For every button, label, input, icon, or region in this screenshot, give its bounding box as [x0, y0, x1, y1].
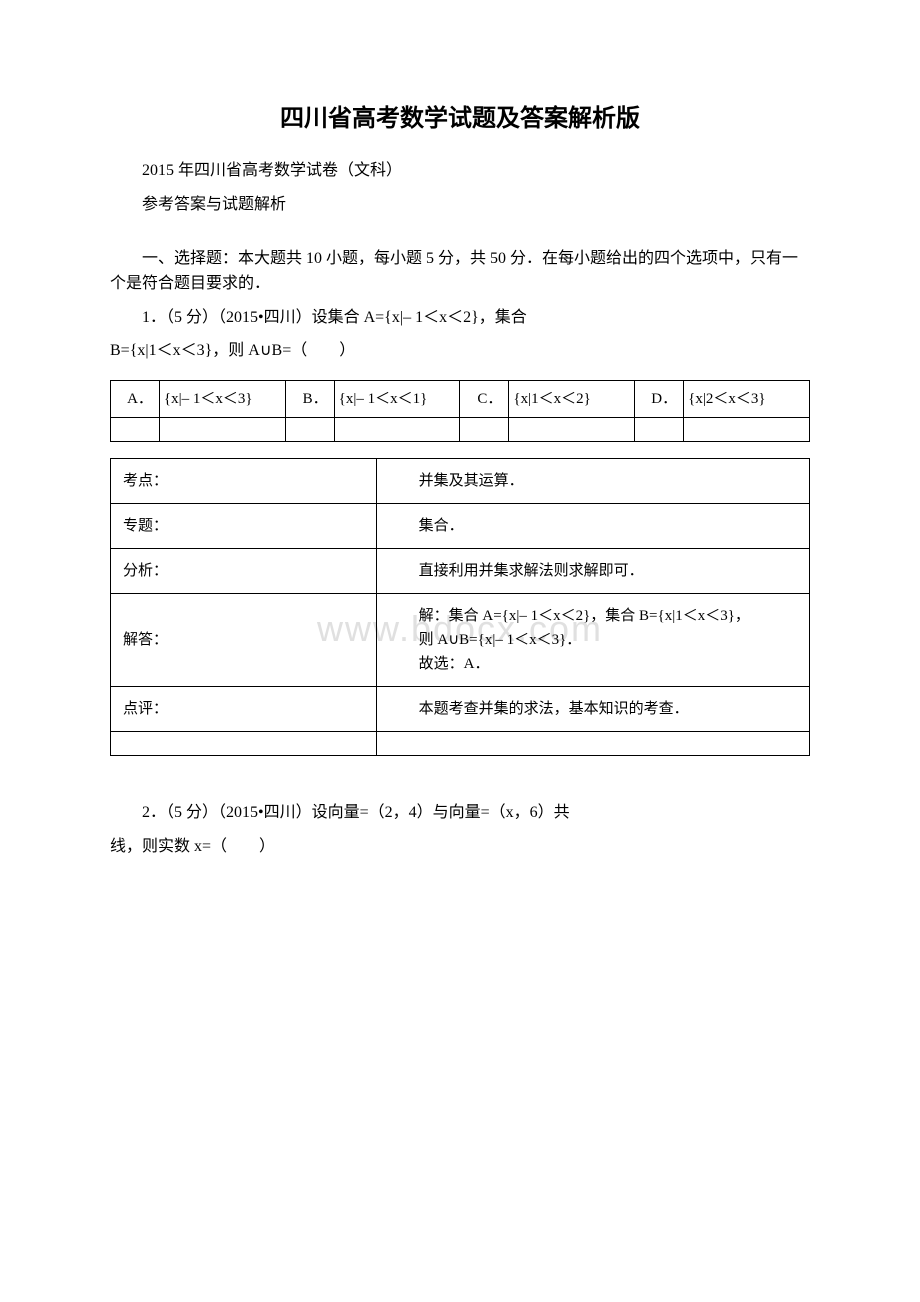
option-a-label: A．: [111, 380, 160, 417]
q1-stem-line1: 1．（5 分）（2015•四川）设集合 A={x|– 1＜x＜2}，集合: [110, 305, 810, 331]
analysis-empty-row: [111, 731, 810, 755]
option-c-label: C．: [460, 380, 509, 417]
analysis-value-jieda: 解：集合 A={x|– 1＜x＜2}，集合 B={x|1＜x＜3}， 则 A∪B…: [376, 593, 809, 686]
jieda-line1: 解：集合 A={x|– 1＜x＜2}，集合 B={x|1＜x＜3}，: [389, 604, 797, 628]
subtitle-2: 参考答案与试题解析: [110, 192, 810, 218]
options-empty-row: [111, 417, 810, 441]
analysis-value-dianping: 本题考查并集的求法，基本知识的考查．: [376, 686, 809, 731]
option-b-label: B．: [285, 380, 334, 417]
option-d-label: D．: [635, 380, 684, 417]
analysis-label-zhuanti: 专题：: [111, 503, 377, 548]
analysis-row-kaodian: 考点： 并集及其运算．: [111, 458, 810, 503]
analysis-row-zhuanti: 专题： 集合．: [111, 503, 810, 548]
q2-stem-line1: 2．（5 分）（2015•四川）设向量=（2，4）与向量=（x，6）共: [110, 800, 810, 826]
analysis-label-dianping: 点评：: [111, 686, 377, 731]
section-1-heading: 一、选择题：本大题共 10 小题，每小题 5 分，共 50 分．在每小题给出的四…: [110, 246, 810, 297]
analysis-value-kaodian: 并集及其运算．: [376, 458, 809, 503]
analysis-label-kaodian: 考点：: [111, 458, 377, 503]
option-b-value: {x|– 1＜x＜1}: [334, 380, 460, 417]
option-a-value: {x|– 1＜x＜3}: [159, 380, 285, 417]
analysis-row-dianping: 点评： 本题考查并集的求法，基本知识的考查．: [111, 686, 810, 731]
q1-stem-line2: B={x|1＜x＜3}，则 A∪B=（ ）: [110, 338, 810, 364]
spacer: [110, 780, 810, 800]
page-title: 四川省高考数学试题及答案解析版: [110, 100, 810, 138]
q1-options-table: A． {x|– 1＜x＜3} B． {x|– 1＜x＜1} C． {x|1＜x＜…: [110, 380, 810, 442]
q1-analysis-table: 考点： 并集及其运算． 专题： 集合． 分析： 直接利用并集求解法则求解即可． …: [110, 458, 810, 756]
options-row: A． {x|– 1＜x＜3} B． {x|– 1＜x＜1} C． {x|1＜x＜…: [111, 380, 810, 417]
spacer: [110, 226, 810, 246]
analysis-row-jieda: 解答： 解：集合 A={x|– 1＜x＜2}，集合 B={x|1＜x＜3}， 则…: [111, 593, 810, 686]
jieda-line2: 则 A∪B={x|– 1＜x＜3}．: [389, 628, 797, 652]
option-d-value: {x|2＜x＜3}: [684, 380, 810, 417]
analysis-value-zhuanti: 集合．: [376, 503, 809, 548]
jieda-line3: 故选：A．: [389, 652, 797, 676]
analysis-label-jieda: 解答：: [111, 593, 377, 686]
subtitle-1: 2015 年四川省高考数学试卷（文科）: [110, 158, 810, 184]
analysis-label-fenxi: 分析：: [111, 548, 377, 593]
option-c-value: {x|1＜x＜2}: [509, 380, 635, 417]
q2-stem-line2: 线，则实数 x=（ ）: [110, 834, 810, 860]
analysis-value-fenxi: 直接利用并集求解法则求解即可．: [376, 548, 809, 593]
analysis-row-fenxi: 分析： 直接利用并集求解法则求解即可．: [111, 548, 810, 593]
